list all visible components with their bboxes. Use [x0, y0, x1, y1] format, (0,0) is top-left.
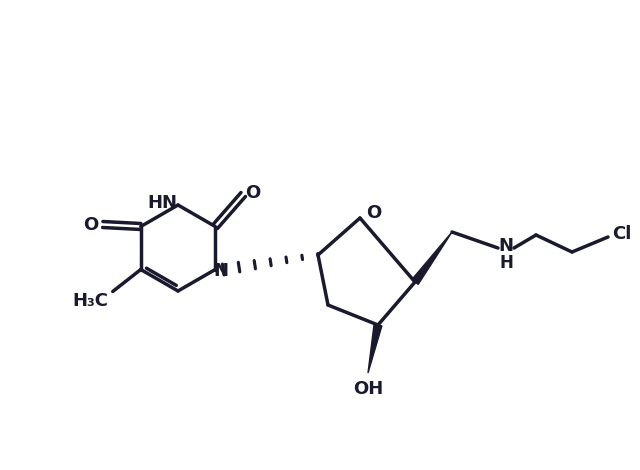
Text: N: N	[214, 263, 228, 281]
Text: Cl: Cl	[612, 225, 632, 243]
Text: HN: HN	[147, 194, 177, 212]
Text: O: O	[246, 183, 261, 202]
Text: H₃C: H₃C	[73, 292, 109, 311]
Polygon shape	[368, 324, 382, 373]
Text: O: O	[83, 216, 99, 234]
Polygon shape	[412, 232, 452, 284]
Text: H: H	[499, 254, 513, 272]
Text: O: O	[366, 204, 381, 222]
Text: N: N	[499, 237, 513, 255]
Text: OH: OH	[353, 380, 383, 398]
